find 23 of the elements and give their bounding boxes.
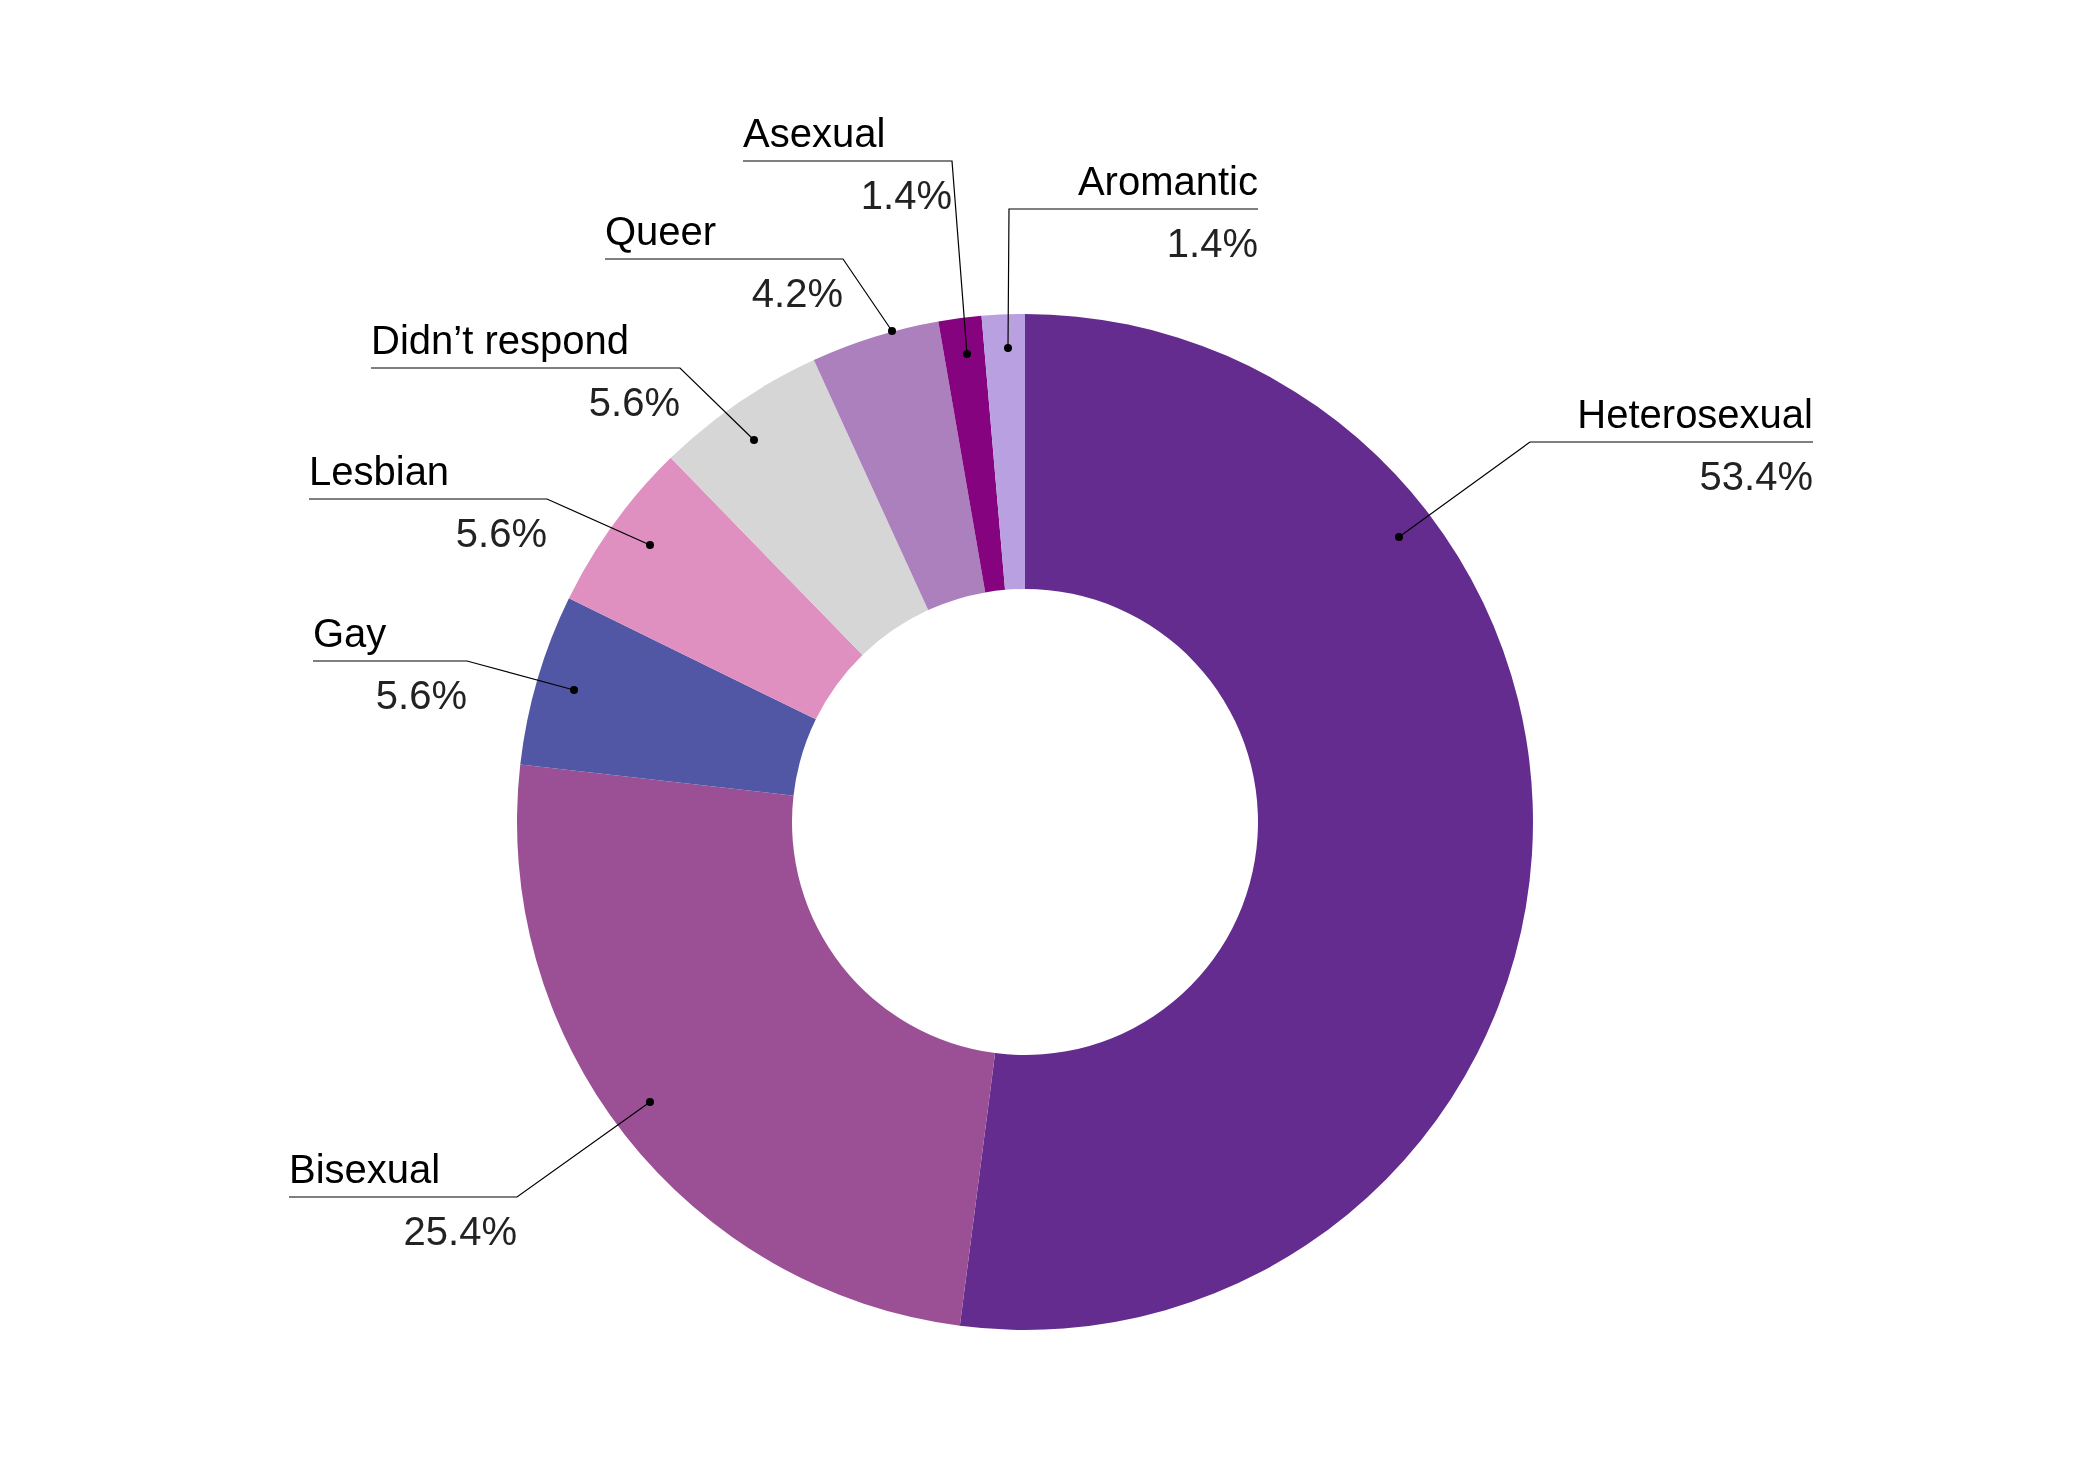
slice-label: Lesbian [309,449,450,493]
donut-slice [568,457,863,720]
slice-label: Didn’t respond [371,318,629,362]
data-label: 1.4% [860,173,952,217]
slice-label: Queer [605,209,717,253]
data-label: 53.4% [1699,454,1813,498]
donut-slice [813,321,986,611]
slice-label: Aromantic [1077,159,1258,203]
donut-slice [981,314,1025,590]
slice-label: Asexual [743,111,886,155]
slice-label: Gay [313,611,387,655]
slice-label: Heterosexual [1577,392,1813,436]
donut-slice [517,764,996,1326]
donut-slice [959,314,1533,1330]
donut-slice [520,598,816,796]
data-label: 25.4% [403,1209,517,1253]
data-label: 4.2% [751,271,843,315]
donut-slice [938,315,1006,593]
data-label: 5.6% [588,380,680,424]
data-label: 1.4% [1166,221,1258,265]
data-label: 5.6% [455,511,547,555]
data-label: 5.6% [375,673,467,717]
slice-label: Bisexual [289,1147,441,1191]
